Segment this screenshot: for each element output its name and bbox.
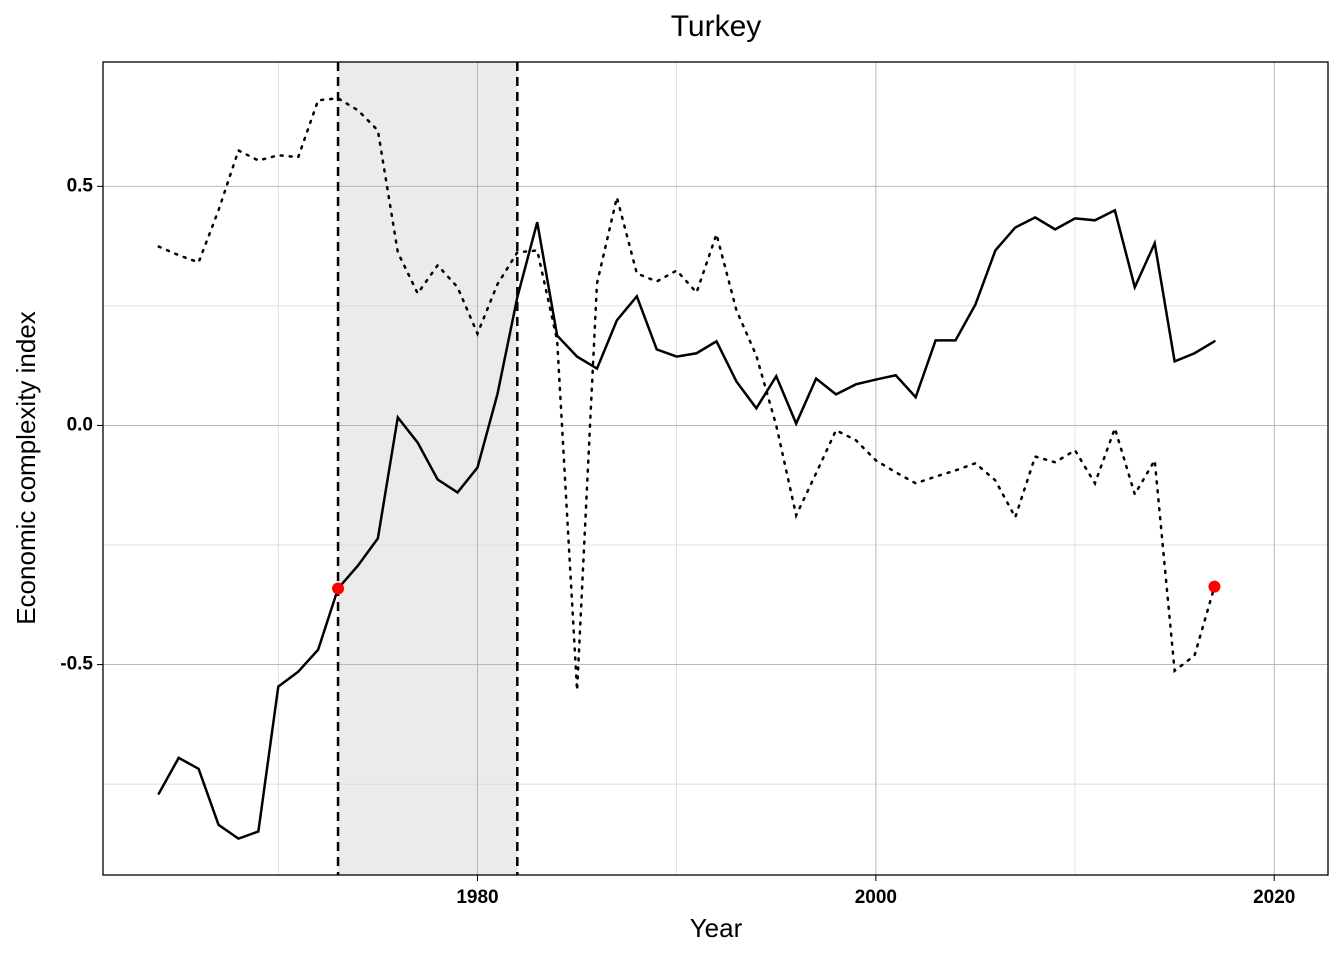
line-series bbox=[157, 97, 1216, 691]
y-tick-label: 0.5 bbox=[67, 175, 94, 196]
highlight-point bbox=[1208, 580, 1221, 593]
line-series bbox=[157, 208, 1216, 841]
x-tick-label: 2000 bbox=[855, 887, 897, 908]
x-tick-label: 2020 bbox=[1253, 887, 1295, 908]
plot-border bbox=[102, 61, 1329, 876]
y-tick-label: -0.5 bbox=[60, 654, 93, 675]
x-tick-label: 1980 bbox=[456, 887, 498, 908]
x-axis-label: Year bbox=[690, 913, 743, 943]
highlight-point bbox=[332, 582, 345, 595]
shaded-period bbox=[338, 62, 518, 875]
y-tick-label: 0.0 bbox=[67, 414, 93, 435]
y-axis-label: Economic complexity index bbox=[11, 311, 41, 625]
chart-title: Turkey bbox=[671, 10, 762, 43]
